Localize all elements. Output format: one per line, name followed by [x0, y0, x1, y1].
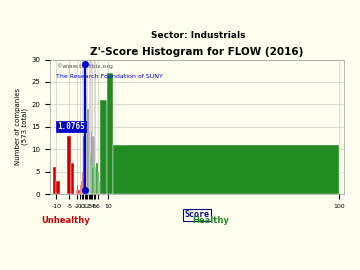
Bar — [94, 163, 95, 194]
Bar — [98, 172, 99, 194]
Bar — [77, 185, 78, 194]
Bar — [99, 181, 100, 194]
Bar — [93, 136, 94, 194]
Bar — [89, 131, 90, 194]
Text: 1.0765: 1.0765 — [57, 122, 85, 131]
Bar — [85, 104, 86, 194]
Bar — [71, 163, 75, 194]
Text: Unhealthy: Unhealthy — [41, 216, 90, 225]
Bar — [81, 181, 82, 194]
Bar — [67, 136, 71, 194]
Bar — [91, 136, 93, 194]
Bar — [76, 190, 77, 194]
Bar — [107, 73, 113, 194]
Text: Healthy: Healthy — [192, 216, 229, 225]
Bar — [95, 167, 96, 194]
Text: ©www.textbiz.org: ©www.textbiz.org — [56, 64, 113, 69]
Bar — [100, 100, 107, 194]
Bar — [90, 154, 91, 194]
Bar — [84, 136, 85, 194]
Text: The Research Foundation of SUNY: The Research Foundation of SUNY — [56, 74, 163, 79]
Bar — [80, 185, 81, 194]
Bar — [93, 167, 94, 194]
Text: Sector: Industrials: Sector: Industrials — [151, 31, 245, 40]
Bar — [113, 145, 339, 194]
Bar — [94, 136, 95, 194]
Bar — [82, 172, 84, 194]
X-axis label: Score: Score — [185, 210, 210, 219]
Bar — [90, 136, 91, 194]
Bar — [96, 163, 98, 194]
Title: Z'-Score Histogram for FLOW (2016): Z'-Score Histogram for FLOW (2016) — [90, 48, 304, 58]
Y-axis label: Number of companies
(573 total): Number of companies (573 total) — [15, 88, 28, 166]
Bar — [86, 95, 87, 194]
Bar — [87, 109, 89, 194]
Bar — [57, 181, 60, 194]
Bar — [91, 131, 93, 194]
Bar — [78, 190, 80, 194]
Bar — [53, 167, 57, 194]
